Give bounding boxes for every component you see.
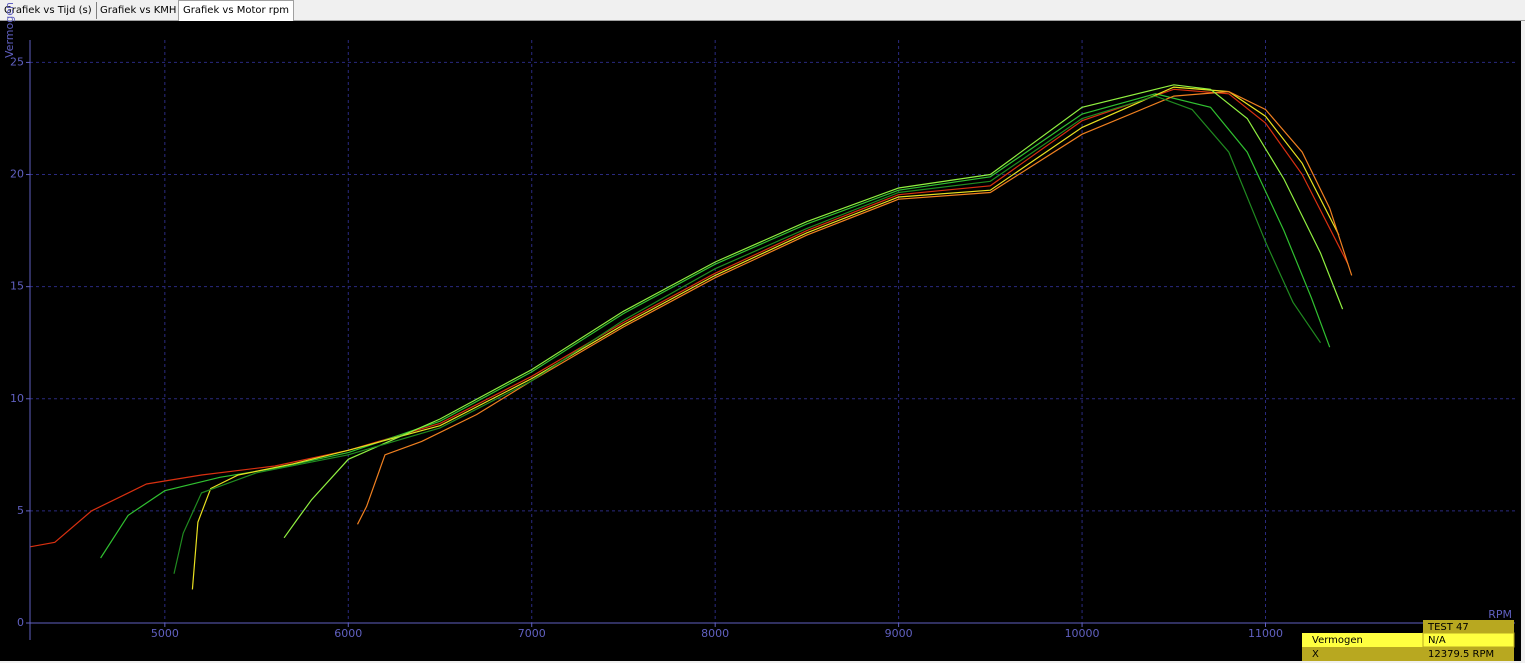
x-tick-label: 6000 (334, 627, 362, 640)
x-tick-label: 8000 (701, 627, 729, 640)
readout-label: Vermogen (1312, 635, 1363, 646)
power-curve (283, 84, 1344, 539)
readout-value: N/A (1428, 635, 1446, 646)
y-axis-label: Vermogen (3, 2, 16, 58)
readout-bg (1423, 620, 1514, 633)
readout-bg (1423, 647, 1514, 661)
x-tick-label: 10000 (1065, 627, 1100, 640)
power-curve (356, 90, 1353, 525)
y-tick-label: 20 (10, 168, 24, 181)
x-axis-label: RPM (1488, 608, 1512, 621)
tab[interactable]: Grafiek vs Tijd (s) (0, 2, 97, 19)
readout: TEST 47 Vermogen N/A X 12379.5 RPM (1302, 620, 1515, 661)
y-tick-label: 10 (10, 392, 24, 405)
readout-label: X (1312, 649, 1319, 660)
tab-bar: Grafiek vs Tijd (s) Grafiek vs KMH Grafi… (0, 0, 1525, 21)
y-tick-label: 25 (10, 55, 24, 68)
x-tick-label: 9000 (885, 627, 913, 640)
readout-bg (1302, 647, 1423, 661)
y-tick-label: 0 (17, 616, 24, 629)
x-tick-label: 11000 (1248, 627, 1283, 640)
plot-background (0, 21, 1521, 661)
readout-title: TEST 47 (1427, 622, 1469, 633)
power-curve (173, 95, 1321, 574)
y-tick-label: 5 (17, 504, 24, 517)
power-curve (30, 88, 1349, 548)
power-curve (100, 93, 1331, 559)
y-tick-label: 15 (10, 280, 24, 293)
x-tick-label: 7000 (518, 627, 546, 640)
readout-value: 12379.5 RPM (1428, 649, 1494, 660)
tab[interactable]: Grafiek vs Motor rpm (178, 0, 294, 21)
x-tick-label: 5000 (151, 627, 179, 640)
readout-bg (1302, 633, 1423, 647)
